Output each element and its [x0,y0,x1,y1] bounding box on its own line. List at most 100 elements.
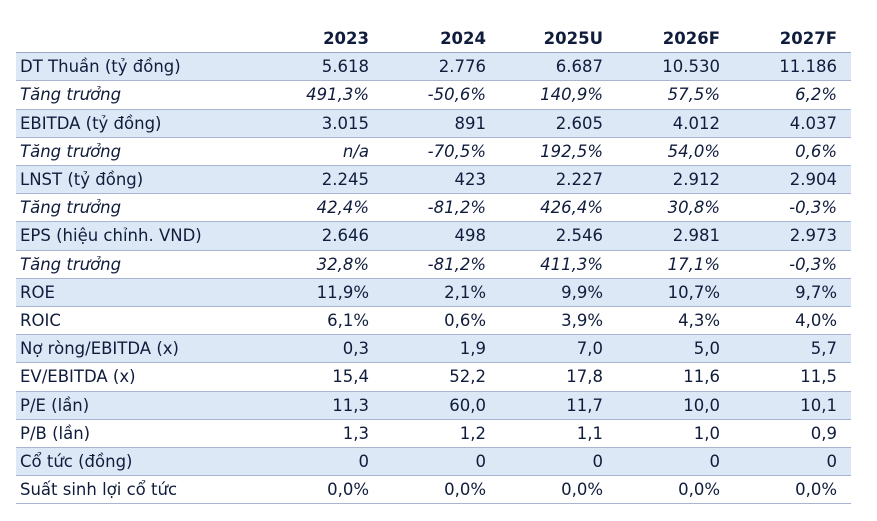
header-year-2025u: 2025U [500,25,617,54]
row-label: Tăng trưởng [20,141,122,161]
value-cell: 11,3 [332,395,369,415]
row-label: P/E (lần) [20,395,90,415]
value-cell: 423 [454,170,487,190]
row-label: EPS (hiệu chỉnh. VND) [20,226,202,246]
table-row: ROE 11,9% 2,1% 9,9% 10,7% 9,7% [16,278,851,307]
row-label: ROE [20,282,55,302]
value-cell: 5,7 [810,339,837,359]
table-row: P/B (lần) 1,3 1,2 1,1 1,0 0,9 [16,419,851,448]
value-cell: 6,1% [327,311,369,331]
value-cell: 0,3 [342,339,369,359]
row-label: ROIC [20,311,61,331]
value-cell: -0,3% [789,254,837,274]
value-cell: 4.037 [789,113,837,133]
value-cell: 11,6 [683,367,720,387]
value-cell: 491,3% [306,85,369,105]
value-cell: 32,8% [316,254,369,274]
table-row: Nợ ròng/EBITDA (x) 0,3 1,9 7,0 5,0 5,7 [16,334,851,363]
value-cell: 4,3% [678,311,720,331]
value-cell: 30,8% [667,198,720,218]
value-cell: 54,0% [667,141,720,161]
value-cell: 5,0 [693,339,720,359]
value-cell: 3,9% [561,311,603,331]
value-cell: 4,0% [795,311,837,331]
table-row: Tăng trưởng n/a -70,5% 192,5% 54,0% 0,6% [16,137,851,166]
header-year-2023: 2023 [266,25,383,54]
value-cell: 1,1 [576,423,603,443]
value-cell: 11.186 [779,57,837,77]
table-body: DT Thuần (tỷ đồng) 5.618 2.776 6.687 10.530 1… [16,52,851,504]
value-cell: 2.904 [789,170,837,190]
value-cell: 411,3% [540,254,603,274]
value-cell: 1,2 [459,423,486,443]
header-label-cell [16,25,266,54]
table-row: ROIC 6,1% 0,6% 3,9% 4,3% 4,0% [16,306,851,335]
value-cell: 1,3 [342,423,369,443]
value-cell: 11,5 [800,367,837,387]
table-row: Tăng trưởng 491,3% -50,6% 140,9% 57,5% 6,2% [16,80,851,110]
value-cell: 2.981 [672,226,720,246]
table-row: DT Thuần (tỷ đồng) 5.618 2.776 6.687 10.530 1… [16,52,851,81]
row-label: Nợ ròng/EBITDA (x) [20,339,179,359]
value-cell: 57,5% [667,85,720,105]
table-row: Cổ tức (đồng) 0 0 0 0 0 [16,447,851,476]
value-cell: 0,0% [795,480,837,500]
value-cell: -81,2% [427,254,486,274]
value-cell: 891 [454,113,487,133]
value-cell: 9,7% [795,282,837,302]
value-cell: 0,9 [810,423,837,443]
value-cell: 11,7 [566,395,603,415]
table-row: Tăng trưởng 42,4% -81,2% 426,4% 30,8% -0,3% [16,193,851,222]
value-cell: 7,0 [576,339,603,359]
value-cell: 5.618 [321,57,369,77]
row-label: P/B (lần) [20,423,91,443]
row-label: DT Thuần (tỷ đồng) [20,57,181,77]
value-cell: 10,7% [667,282,720,302]
value-cell: -70,5% [427,141,486,161]
value-cell: 0,6% [795,141,837,161]
value-cell: 17,8 [566,367,603,387]
value-cell: 9,9% [561,282,603,302]
value-cell: 2.912 [672,170,720,190]
value-cell: 17,1% [667,254,720,274]
value-cell: 11,9% [316,282,369,302]
value-cell: 0 [826,452,838,472]
value-cell: 2,1% [444,282,486,302]
value-cell: 2.776 [438,57,486,77]
row-label: Tăng trưởng [20,85,122,105]
value-cell: 2.605 [555,113,603,133]
value-cell: 60,0 [449,395,486,415]
value-cell: 15,4 [332,367,369,387]
value-cell: 1,0 [693,423,720,443]
value-cell: 2.245 [321,170,369,190]
value-cell: 10,1 [800,395,837,415]
table-row: EV/EBITDA (x) 15,4 52,2 17,8 11,6 11,5 [16,362,851,392]
value-cell: 0 [709,452,721,472]
value-cell: 140,9% [540,85,603,105]
header-year-2026f: 2026F [617,25,734,54]
value-cell: 0,0% [561,480,603,500]
financial-forecast-table: 2023 2024 2025U 2026F 2027F DT Thuần (tỷ… [16,25,851,504]
value-cell: 2.973 [789,226,837,246]
value-cell: -81,2% [427,198,486,218]
value-cell: 0,0% [444,480,486,500]
value-cell: 0,6% [444,311,486,331]
value-cell: 498 [454,226,487,246]
value-cell: 1,9 [459,339,486,359]
value-cell: n/a [342,141,369,161]
value-cell: 0 [358,452,370,472]
value-cell: 0 [592,452,604,472]
value-cell: 6,2% [795,85,837,105]
table-row: Suất sinh lợi cổ tức 0,0% 0,0% 0,0% 0,0% 0,0% [16,475,851,504]
value-cell: 192,5% [540,141,603,161]
value-cell: 0 [475,452,487,472]
row-label: Tăng trưởng [20,198,122,218]
value-cell: 6.687 [555,57,603,77]
header-year-2024: 2024 [383,25,500,54]
value-cell: 42,4% [316,198,369,218]
value-cell: -50,6% [427,85,486,105]
row-label: Cổ tức (đồng) [20,452,133,472]
table-row: P/E (lần) 11,3 60,0 11,7 10,0 10,1 [16,391,851,420]
row-label: EV/EBITDA (x) [20,367,136,387]
header-row: 2023 2024 2025U 2026F 2027F [16,25,851,54]
